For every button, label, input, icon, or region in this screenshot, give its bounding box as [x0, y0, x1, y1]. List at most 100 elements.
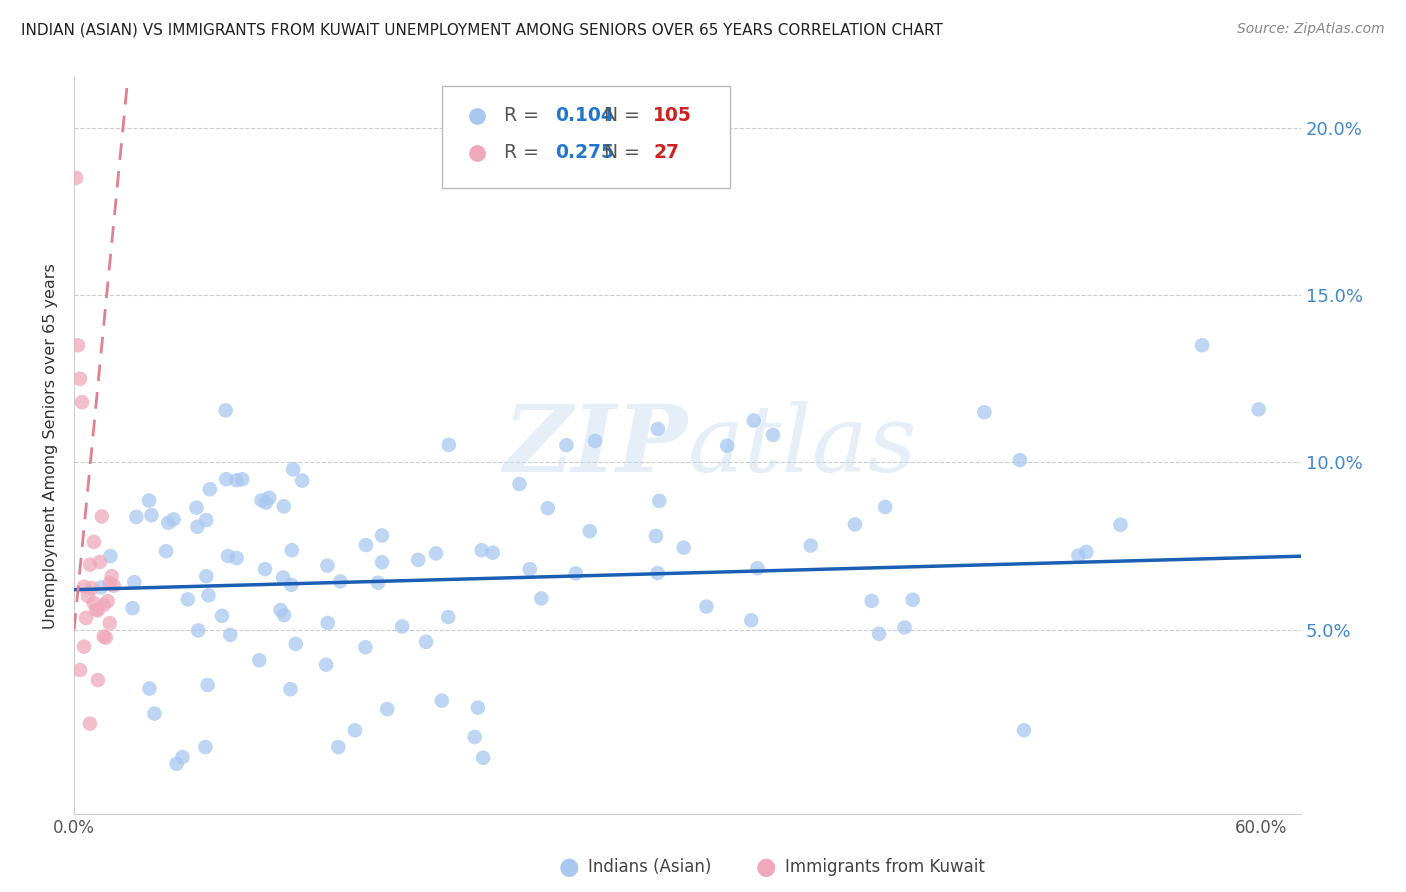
Point: [217, 549, 239, 563]
Point: [367, 575, 389, 590]
Point: [166, 756, 188, 771]
Text: 105: 105: [654, 106, 692, 125]
Point: [79, 716, 101, 731]
Point: [65, 170, 87, 185]
Point: [138, 681, 160, 696]
Point: [83, 535, 105, 549]
Point: [69, 372, 91, 386]
Text: 0.104: 0.104: [555, 106, 614, 125]
Point: [231, 472, 253, 486]
Point: [187, 624, 209, 638]
Point: [762, 428, 785, 442]
Point: [472, 750, 495, 764]
Point: [893, 620, 915, 634]
Point: [195, 569, 218, 583]
Text: ZIP: ZIP: [503, 401, 688, 491]
Text: N =: N =: [605, 143, 645, 162]
Point: [198, 482, 221, 496]
Point: [177, 592, 200, 607]
Point: [437, 438, 460, 452]
Y-axis label: Unemployment Among Seniors over 65 years: Unemployment Among Seniors over 65 years: [44, 263, 58, 629]
Point: [143, 706, 166, 721]
Point: [564, 566, 586, 581]
Point: [87, 603, 110, 617]
Point: [257, 491, 280, 505]
Point: [211, 608, 233, 623]
Point: [100, 569, 122, 583]
Point: [93, 598, 115, 612]
Point: [250, 493, 273, 508]
Point: [406, 553, 429, 567]
Point: [1012, 723, 1035, 738]
Point: [79, 558, 101, 572]
Point: [329, 574, 352, 589]
Point: [868, 627, 890, 641]
Point: [75, 611, 97, 625]
Point: [391, 619, 413, 633]
Point: [648, 494, 671, 508]
Point: [215, 472, 238, 486]
Point: [354, 538, 377, 552]
Point: [280, 682, 302, 697]
Point: [578, 524, 600, 538]
Point: [1191, 338, 1213, 352]
Point: [672, 541, 695, 555]
Point: [103, 579, 125, 593]
Point: [1067, 549, 1090, 563]
Point: [269, 603, 291, 617]
Point: [371, 555, 394, 569]
Text: ●: ●: [756, 855, 776, 879]
Point: [343, 723, 366, 738]
Point: [1008, 453, 1031, 467]
Point: [125, 509, 148, 524]
Point: [291, 474, 314, 488]
Point: [1109, 517, 1132, 532]
Point: [197, 678, 219, 692]
Point: [354, 640, 377, 655]
Point: [467, 700, 489, 714]
Point: [157, 516, 180, 530]
Point: [197, 588, 219, 602]
Point: [425, 546, 447, 560]
Text: Source: ZipAtlas.com: Source: ZipAtlas.com: [1237, 22, 1385, 37]
Point: [273, 500, 295, 514]
Point: [509, 477, 531, 491]
Point: [471, 543, 494, 558]
Point: [94, 631, 117, 645]
Point: [138, 493, 160, 508]
Point: [647, 566, 669, 580]
Point: [100, 549, 122, 563]
Point: [284, 637, 307, 651]
Point: [281, 543, 304, 558]
Text: 0.275: 0.275: [555, 143, 614, 162]
Point: [155, 544, 177, 558]
Point: [273, 608, 295, 623]
Point: [225, 551, 247, 566]
Point: [519, 562, 541, 576]
Point: [555, 438, 578, 452]
Point: [860, 594, 883, 608]
Point: [695, 599, 717, 614]
FancyBboxPatch shape: [441, 87, 731, 188]
Point: [316, 615, 339, 630]
Point: [73, 580, 96, 594]
Point: [315, 657, 337, 672]
Point: [195, 513, 218, 527]
Point: [530, 591, 553, 606]
Point: [84, 603, 107, 617]
Point: [67, 338, 90, 352]
Point: [214, 403, 236, 417]
Text: ●: ●: [560, 855, 579, 879]
Point: [194, 739, 217, 754]
Point: [481, 546, 503, 560]
Point: [98, 576, 121, 591]
Point: [645, 529, 668, 543]
Point: [219, 628, 242, 642]
Point: [328, 739, 350, 754]
Point: [90, 509, 112, 524]
Point: [901, 592, 924, 607]
Point: [70, 395, 93, 409]
Text: atlas: atlas: [688, 401, 917, 491]
Point: [98, 616, 121, 631]
Point: [97, 594, 120, 608]
